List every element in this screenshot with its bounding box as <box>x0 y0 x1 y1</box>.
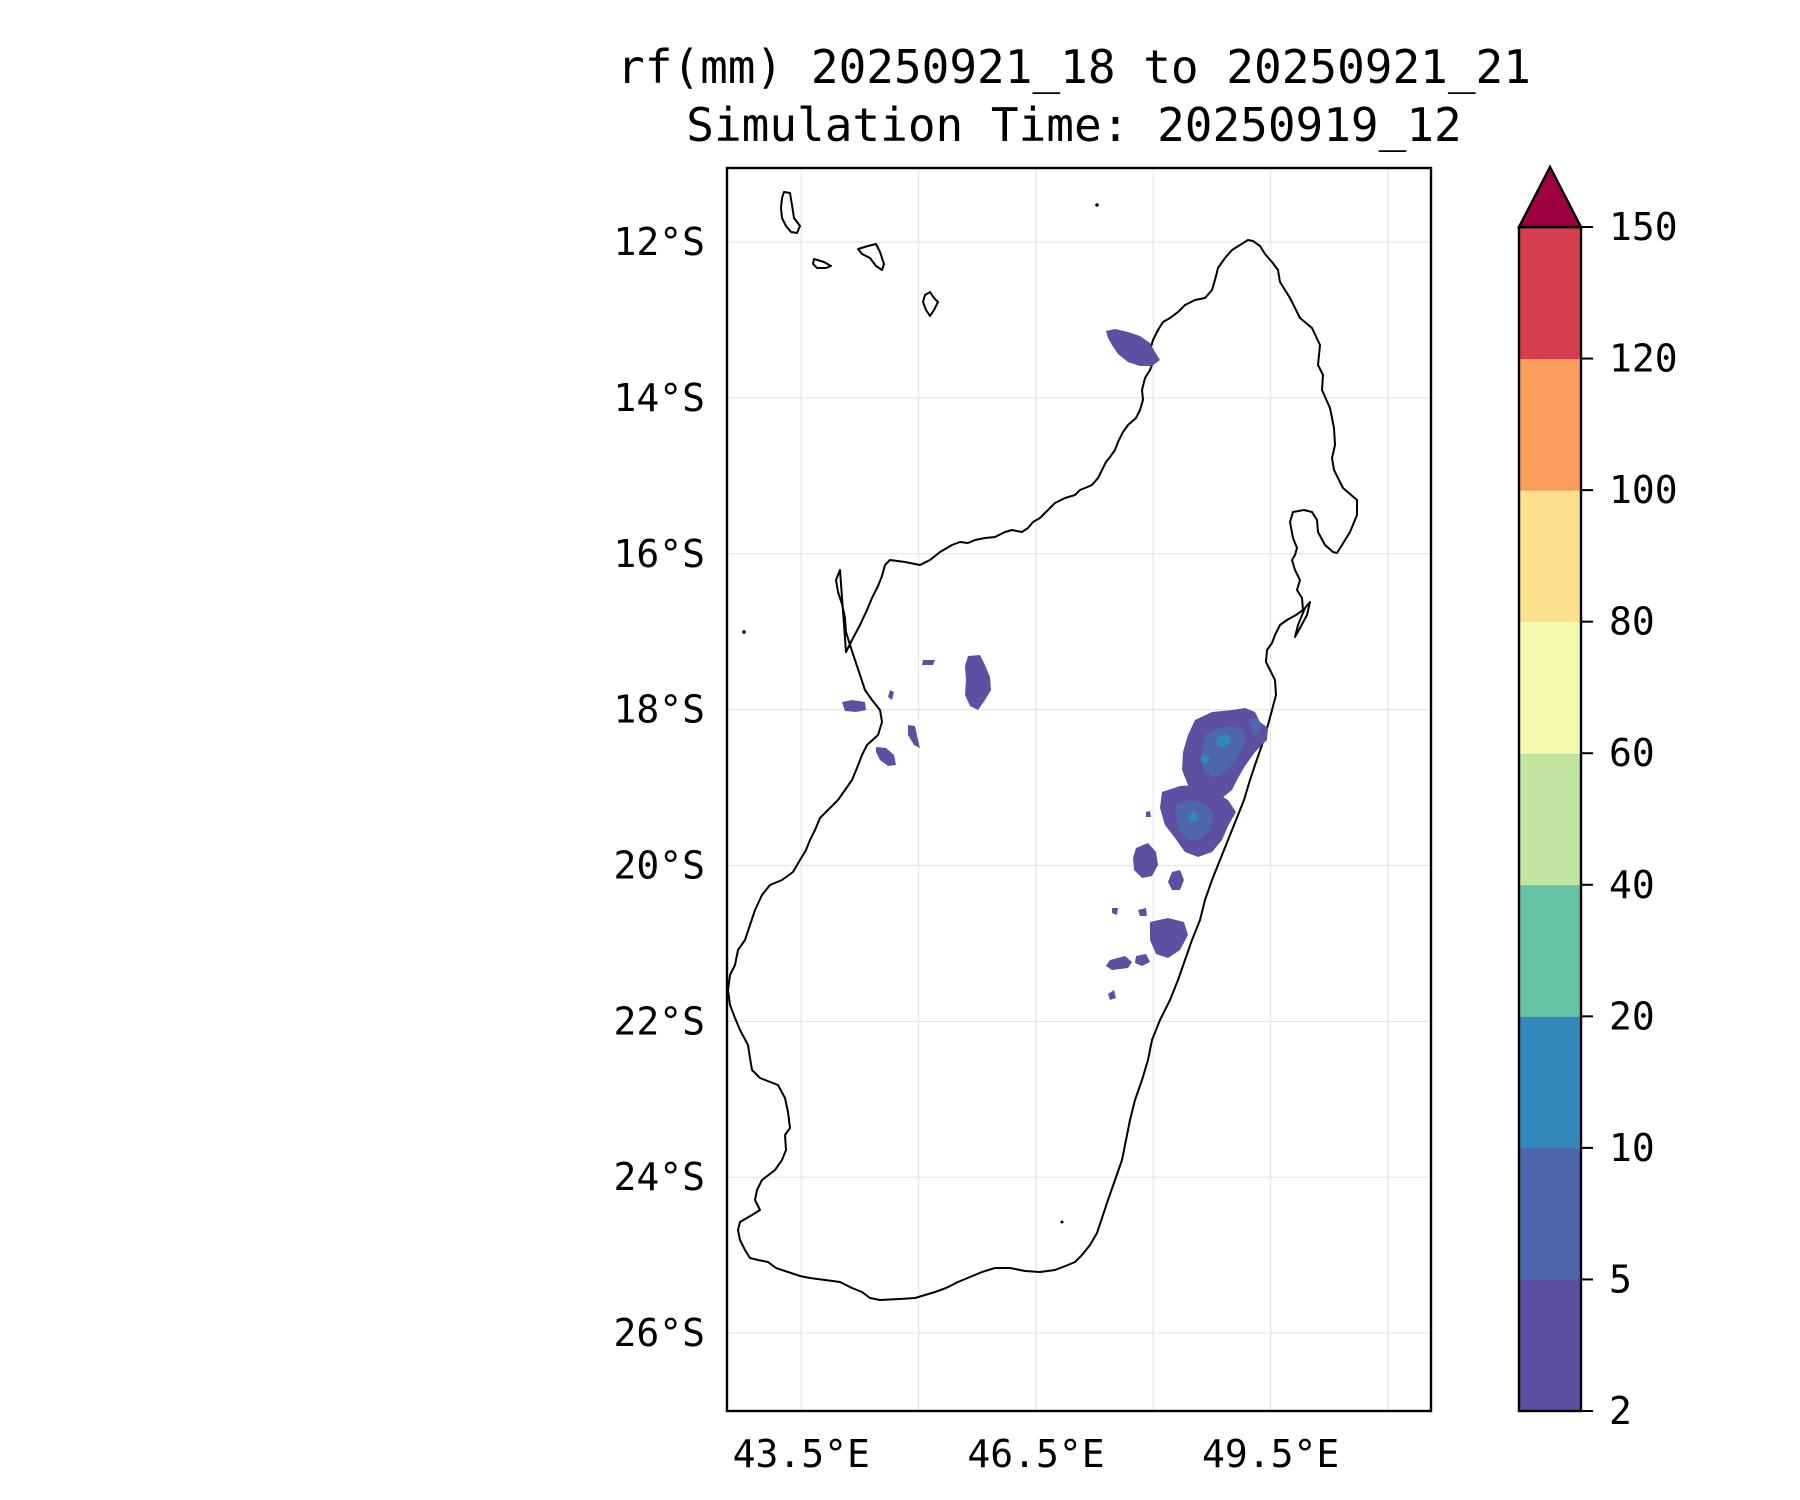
colorbar-segment <box>1519 1279 1581 1412</box>
rain-cell-w4 <box>876 747 896 766</box>
colorbar: 2 5 10 20 40 60 80 100 120 150 <box>1517 164 1678 1433</box>
y-tick-label: 16°S <box>613 532 705 576</box>
rain-peak-e3 <box>1188 812 1198 822</box>
y-tick-label: 22°S <box>613 999 705 1043</box>
colorbar-segment <box>1519 358 1581 491</box>
y-tick-label: 26°S <box>613 1311 705 1355</box>
rain-core-e3 <box>1248 718 1262 736</box>
rain-cell-w5 <box>908 725 920 748</box>
x-tick-label: 43.5°E <box>733 1432 870 1476</box>
sainte-marie-island <box>1294 601 1311 638</box>
colorbar-tick-label: 120 <box>1609 337 1678 381</box>
colorbar-tick-label: 40 <box>1609 863 1655 907</box>
madagascar-coast <box>727 239 1358 1301</box>
colorbar-tick-label: 150 <box>1609 205 1678 249</box>
colorbar-frame <box>1517 225 1583 1413</box>
colorbar-segment <box>1519 884 1581 1017</box>
rain-cell-e10 <box>1108 990 1116 1000</box>
rain-cell-e3 <box>1133 843 1158 878</box>
colorbar-segment <box>1519 621 1581 754</box>
colorbar-tick-label: 20 <box>1609 994 1655 1038</box>
colorbar-extend-arrow <box>1517 164 1583 229</box>
rain-cell-nw <box>1106 329 1160 366</box>
mayotte-island <box>922 291 939 317</box>
rain-peak-e2 <box>1201 755 1210 764</box>
rain-cell-e8 <box>1112 908 1118 915</box>
colorbar-segment <box>1519 1016 1581 1149</box>
anjouan-island <box>857 243 885 271</box>
axis-tick-labels: 43.5°E 46.5°E 49.5°E 12°S 14°S 16°S 18°S 20°S 22… <box>613 220 1339 1476</box>
x-tick-label: 46.5°E <box>967 1432 1104 1476</box>
rain-cell-w6 <box>888 690 894 700</box>
rain-cell-e9 <box>1138 908 1147 916</box>
rainfall-shading <box>842 329 1268 1000</box>
rain-cell-w1 <box>965 655 991 710</box>
colorbar-segment <box>1519 227 1581 360</box>
y-tick-label: 18°S <box>613 688 705 732</box>
colorbar-segment <box>1519 753 1581 886</box>
colorbar-tick-label: 60 <box>1609 731 1655 775</box>
y-tick-label: 12°S <box>613 220 705 264</box>
rain-cell-e11 <box>1146 811 1151 817</box>
coastline <box>727 191 1358 1301</box>
y-tick-label: 20°S <box>613 843 705 887</box>
rain-cell-w3 <box>842 700 866 712</box>
colorbar-segment <box>1519 1147 1581 1280</box>
rain-cell-e7 <box>1135 954 1150 966</box>
colorbar-tick-label: 5 <box>1609 1257 1632 1301</box>
figure-title-line1: rf(mm) 20250921_18 to 20250921_21 <box>617 40 1531 94</box>
rain-cell-w2 <box>922 660 935 665</box>
rain-peak-e1 <box>1216 734 1232 748</box>
colorbar-tick-label: 2 <box>1609 1389 1632 1433</box>
colorbar-tick-label: 80 <box>1609 600 1655 644</box>
grande-comore-island <box>780 191 801 234</box>
y-tick-label: 24°S <box>613 1155 705 1199</box>
map-gridlines <box>727 168 1431 1411</box>
y-tick-label: 14°S <box>613 376 705 420</box>
moheli-island <box>812 258 832 269</box>
map-frame <box>725 166 1433 1413</box>
rain-core-e1 <box>1200 726 1246 778</box>
colorbar-tick-label: 10 <box>1609 1126 1655 1170</box>
figure-title-line2: Simulation Time: 20250919_12 <box>686 98 1461 152</box>
rain-cell-e5 <box>1150 918 1188 958</box>
colorbar-tick-label: 100 <box>1609 468 1678 512</box>
colorbar-segment <box>1519 490 1581 623</box>
rain-cell-e4 <box>1168 870 1184 890</box>
x-tick-label: 49.5°E <box>1202 1432 1339 1476</box>
rain-cell-e6 <box>1106 956 1132 970</box>
